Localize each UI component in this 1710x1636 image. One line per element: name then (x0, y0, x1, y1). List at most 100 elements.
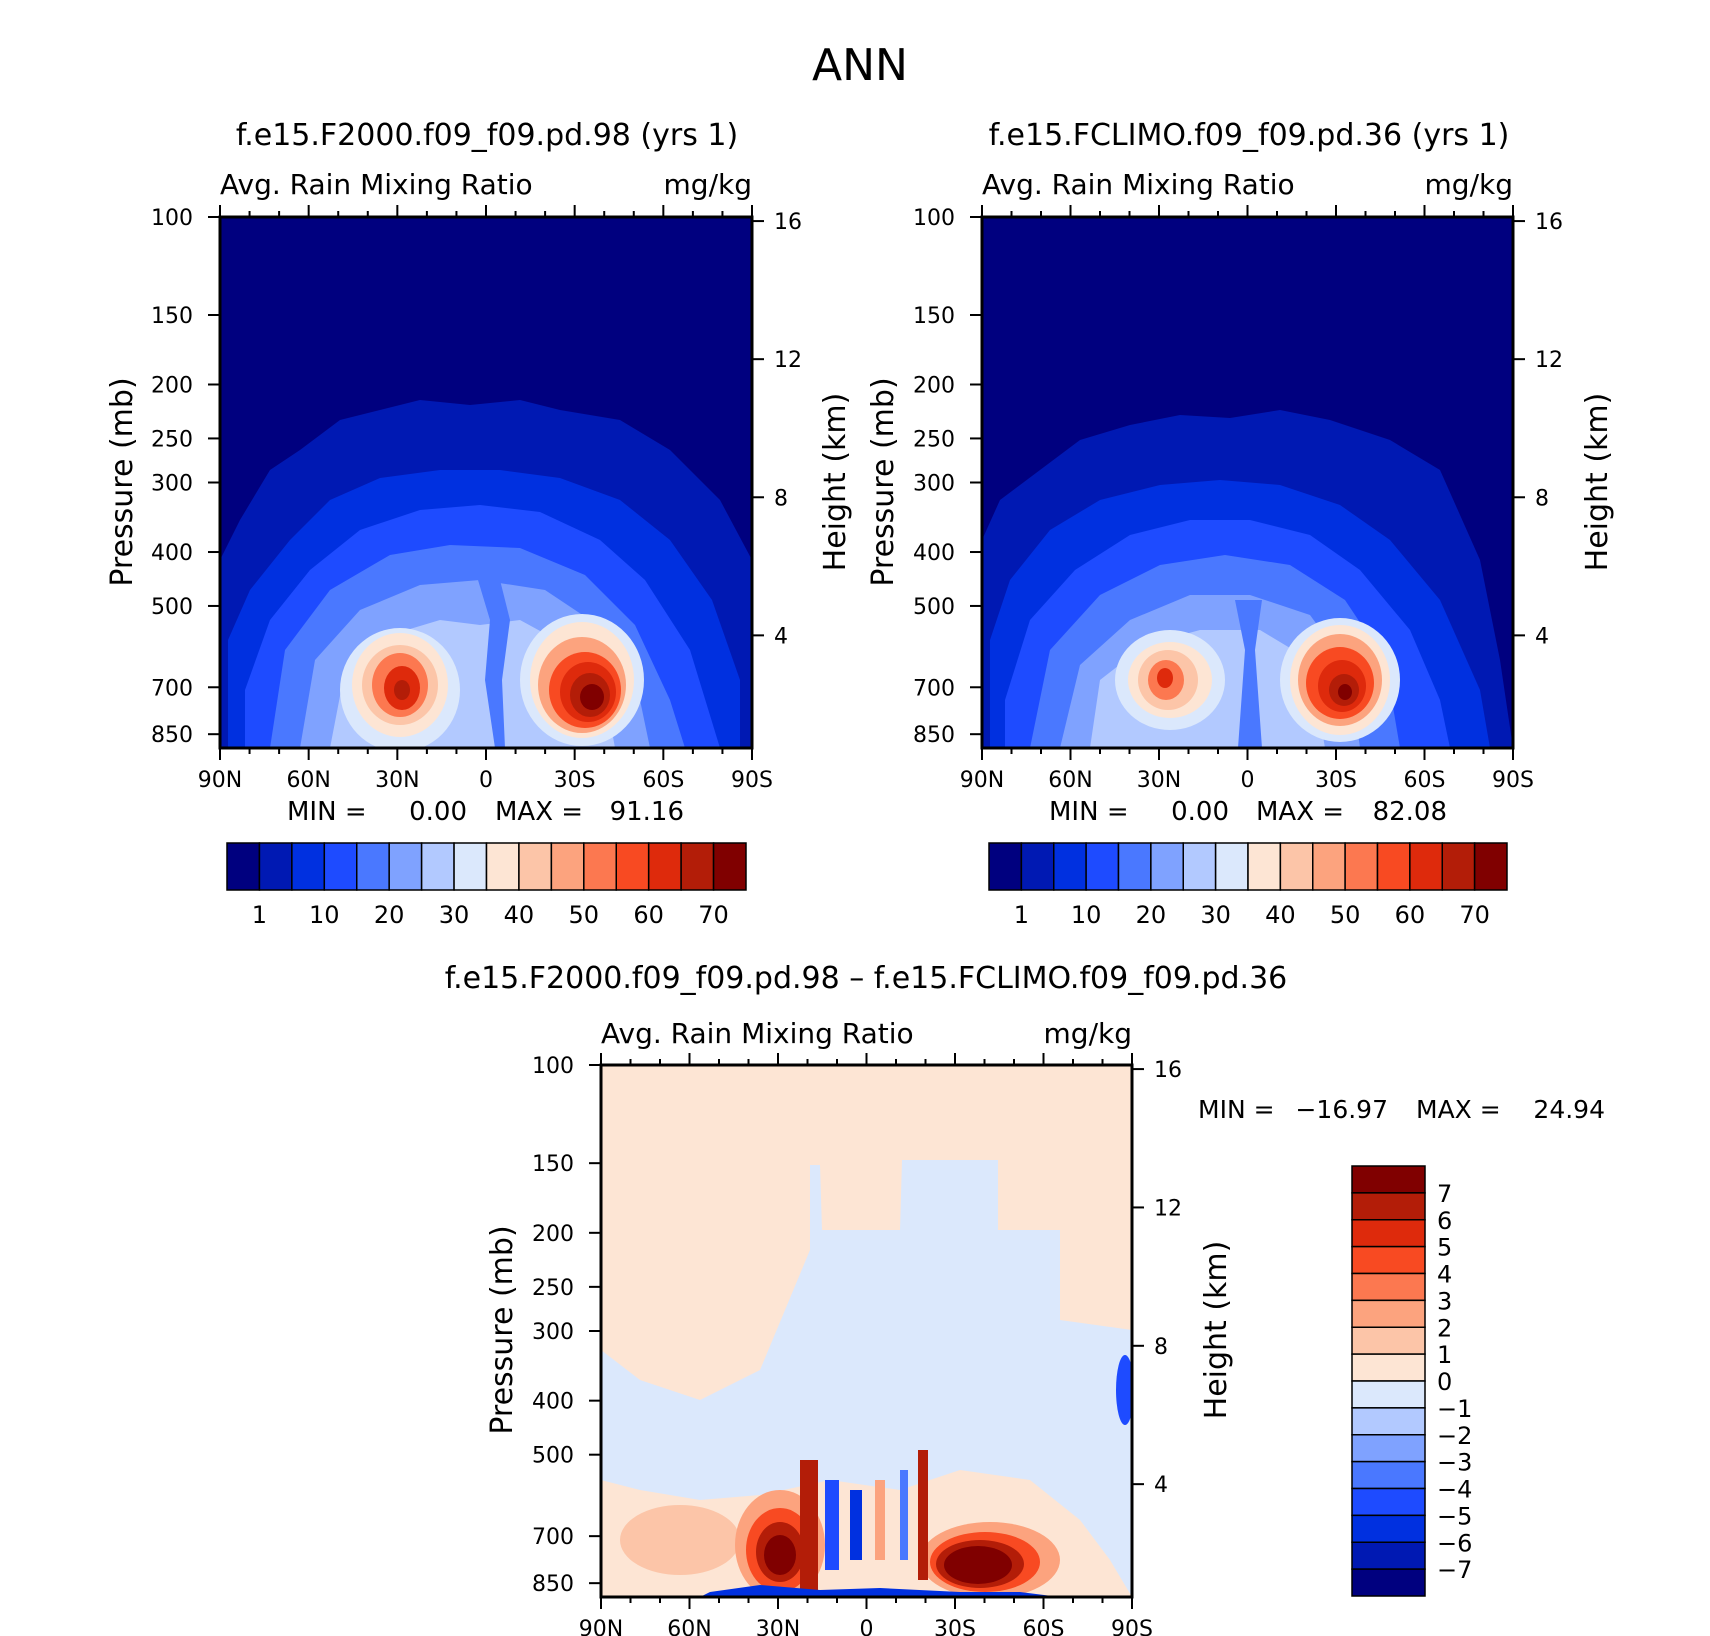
panel-3-y-right-tick-label: 16 (1154, 1058, 1182, 1083)
panel-2-colorbar-swatch (1214, 842, 1249, 891)
panel-3-colorbar-label: −7 (1437, 1556, 1472, 1584)
panel-3-colorbar-swatch (1351, 1165, 1426, 1194)
panel-1-colorbar-label: 20 (374, 901, 405, 929)
panel-3-colorbar-label: −2 (1437, 1422, 1472, 1450)
panel-2: f.e15.FCLIMO.f09_f09.pd.36 (yrs 1) Avg. … (866, 118, 1615, 929)
panel-1-colorbar-swatch (420, 842, 455, 891)
panel-3-contour-band (1116, 1355, 1132, 1425)
panel-2-y-tick-label: 250 (913, 427, 955, 452)
panel-3-colorbar-label: 6 (1437, 1207, 1452, 1235)
panel-3-colorbar-swatch (1351, 1541, 1426, 1570)
panel-2-colorbar-swatch (1182, 842, 1217, 891)
panel-3-colorbar-swatch (1351, 1192, 1426, 1221)
panel-1-y-right-tick-label: 4 (774, 624, 788, 649)
panel-3-y-tick-label: 150 (532, 1152, 574, 1177)
panel-3-colorbar-swatch (1351, 1353, 1426, 1382)
panel-3-min-label: MIN = (1198, 1095, 1275, 1124)
panel-2-y-tick-label: 400 (913, 541, 955, 566)
panel-1-colorbar-swatch (356, 842, 390, 891)
panel-3-contour-band (700, 1585, 1060, 1597)
panel-2-colorbar-swatch (1376, 842, 1411, 891)
panel-3-colorbar-swatch (1351, 1326, 1426, 1355)
panel-1-colorbar-label: 60 (633, 901, 664, 929)
panel-2-max-label: MAX = (1256, 797, 1344, 827)
panel-1-colorbar-label: 1 (252, 901, 267, 929)
panel-1-title: f.e15.F2000.f09_f09.pd.98 (yrs 1) (236, 118, 738, 153)
panel-3-y-tick-label: 400 (532, 1390, 574, 1415)
panel-3-colorbar-label: −5 (1437, 1502, 1472, 1530)
panel-2-colorbar: 1 10 20 30 40 50 60 70 (988, 842, 1508, 929)
panel-3-colorbar-swatch (1351, 1380, 1426, 1409)
panel-1-colorbar-swatch (226, 842, 261, 891)
panel-3-colorbar-label: 3 (1437, 1287, 1452, 1315)
panel-1-contour-band (394, 680, 410, 700)
panel-3-x-tick-label: 90N (579, 1617, 623, 1636)
panel-3-y-right-tick-label: 4 (1154, 1473, 1168, 1498)
panel-3-colorbar-label: 0 (1437, 1368, 1452, 1396)
panel-2-colorbar-label: 40 (1265, 901, 1296, 929)
panel-3-field (601, 1065, 1132, 1597)
panel-2-colorbar-label: 30 (1200, 901, 1231, 929)
panel-1-x-tick-label: 0 (479, 768, 493, 793)
panel-3: f.e15.F2000.f09_f09.pd.98 – f.e15.FCLIMO… (445, 961, 1605, 1636)
panel-2-colorbar-swatch (1085, 842, 1120, 891)
panel-3-colorbar-swatch (1351, 1407, 1426, 1436)
panel-3-y-tick-label: 100 (532, 1054, 574, 1079)
panel-2-colorbar-swatch (1053, 842, 1087, 891)
panel-2-colorbar-swatch (988, 842, 1023, 891)
panel-2-ylabel: Pressure (mb) (866, 377, 901, 586)
panel-3-colorbar-label: −6 (1437, 1529, 1472, 1557)
panel-3-colorbar-swatch (1351, 1568, 1426, 1597)
panel-1-y-tick-label: 150 (151, 304, 193, 329)
panel-3-contour-band (944, 1546, 1012, 1584)
panel-1-y-tick-label: 850 (151, 723, 193, 748)
panel-3-contour-band (825, 1480, 839, 1570)
panel-3-y-tick-label: 250 (532, 1276, 574, 1301)
panel-3-contour-band (850, 1490, 862, 1560)
panel-2-colorbar-label: 1 (1014, 901, 1029, 929)
panel-3-colorbar-label: 5 (1437, 1234, 1452, 1262)
panel-1-y-right-tick-label: 16 (774, 210, 802, 235)
panel-2-colorbar-swatch (1473, 842, 1508, 891)
panel-2-title: f.e15.FCLIMO.f09_f09.pd.36 (yrs 1) (989, 118, 1510, 153)
panel-2-colorbar-swatch (1312, 842, 1346, 891)
panel-3-x-tick-label: 60S (1023, 1617, 1065, 1636)
panel-3-contour-band (764, 1535, 796, 1575)
panel-1-colorbar-label: 10 (309, 901, 340, 929)
panel-3-ylabel-right: Height (km) (1199, 1241, 1234, 1420)
panel-3-contour-band (620, 1505, 740, 1575)
panel-2-y-right-tick-label: 12 (1535, 348, 1563, 373)
panel-2-max-value: 82.08 (1373, 797, 1447, 827)
panel-2-field (982, 217, 1513, 748)
panel-3-colorbar-label: −3 (1437, 1449, 1472, 1477)
panel-2-colorbar-label: 20 (1136, 901, 1167, 929)
panel-1-x-tick-label: 60N (286, 768, 330, 793)
panel-2-colorbar-swatch (1150, 842, 1184, 891)
panel-1-min-value: 0.00 (409, 797, 467, 827)
panel-2-colorbar-swatch (1344, 842, 1379, 891)
panel-3-x-tick-label: 60N (667, 1617, 711, 1636)
panel-1-y-tick-label: 400 (151, 541, 193, 566)
panel-3-y-tick-label: 700 (532, 1525, 574, 1550)
panel-3-colorbar-label: −1 (1437, 1395, 1472, 1423)
panel-1-colorbar-swatch (258, 842, 293, 891)
panel-3-colorbar-swatch (1351, 1219, 1426, 1248)
panel-2-colorbar-swatch (1020, 842, 1055, 891)
panel-1-x-tick-label: 90S (731, 768, 773, 793)
panel-2-x-tick-label: 60S (1404, 768, 1446, 793)
panel-1-y-tick-label: 200 (151, 374, 193, 399)
panel-1-y-tick-label: 300 (151, 472, 193, 497)
panel-3-ylabel: Pressure (mb) (485, 1225, 520, 1434)
panel-1-colorbar-swatch (291, 842, 326, 891)
panel-3-y-tick-label: 850 (532, 1572, 574, 1597)
panel-3-contour-band (800, 1460, 818, 1590)
panel-1-ylabel: Pressure (mb) (105, 377, 140, 586)
panel-1-ylabel-right: Height (km) (818, 393, 853, 572)
panel-1-max-label: MAX = (495, 797, 583, 827)
panel-2-y-right-tick-label: 8 (1535, 486, 1549, 511)
panel-1-contour-band (580, 684, 604, 710)
panel-1-colorbar-label: 50 (569, 901, 600, 929)
panel-1-colorbar-label: 40 (504, 901, 535, 929)
panel-2-colorbar-swatch (1441, 842, 1476, 891)
